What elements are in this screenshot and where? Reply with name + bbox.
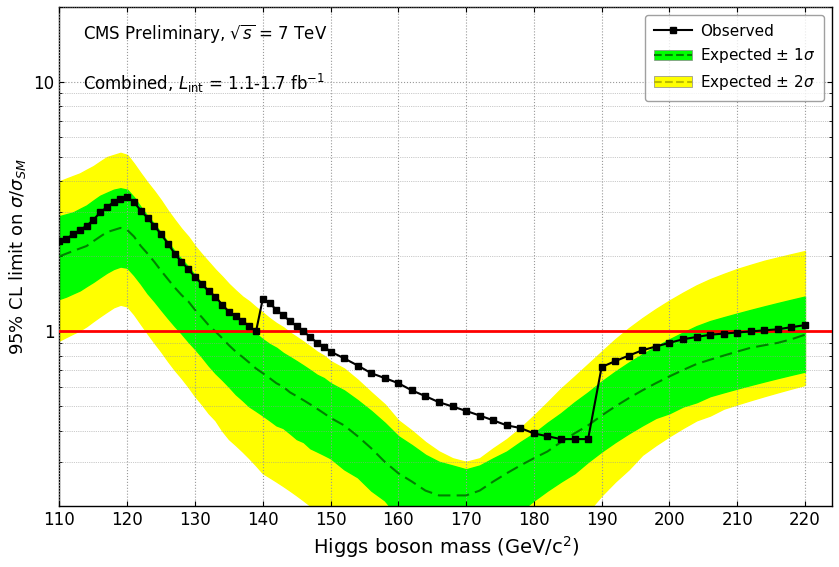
Legend: Observed, Expected $\pm$ 1$\sigma$, Expected $\pm$ 2$\sigma$: Observed, Expected $\pm$ 1$\sigma$, Expe… — [645, 15, 825, 101]
Y-axis label: 95% CL limit on $\sigma/\sigma_{SM}$: 95% CL limit on $\sigma/\sigma_{SM}$ — [7, 158, 28, 355]
Text: CMS Preliminary, $\sqrt{s}$ = 7 TeV: CMS Preliminary, $\sqrt{s}$ = 7 TeV — [83, 22, 327, 45]
X-axis label: Higgs boson mass (GeV/c$^2$): Higgs boson mass (GeV/c$^2$) — [313, 534, 579, 560]
Text: Combined, $L_{\rm int}$ = 1.1-1.7 fb$^{-1}$: Combined, $L_{\rm int}$ = 1.1-1.7 fb$^{-… — [83, 72, 325, 95]
